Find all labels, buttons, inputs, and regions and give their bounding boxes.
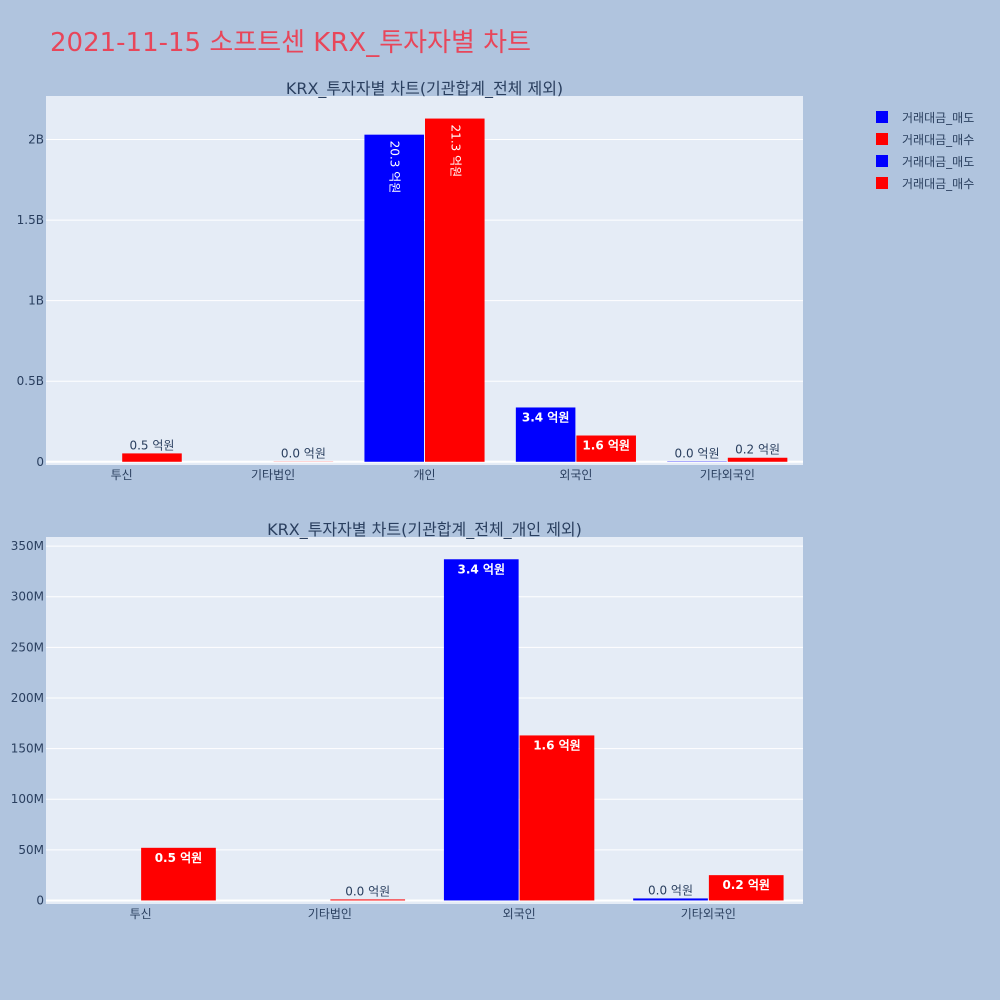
x-tick-label: 기타법인: [308, 907, 352, 921]
data-label: 3.4 억원: [458, 562, 506, 576]
x-tick-label: 외국인: [503, 907, 536, 921]
legend-swatch: [876, 133, 888, 145]
y-tick-label: 200M: [11, 691, 44, 705]
y-tick-label: 0: [36, 455, 44, 469]
legend-item[interactable]: 거래대금_매수: [876, 128, 974, 150]
bar: [727, 457, 788, 462]
legend-label: 거래대금_매수: [902, 132, 975, 147]
data-label: 1.6 억원: [582, 439, 630, 453]
y-tick-label: 100M: [11, 792, 44, 806]
x-tick-label: 기타외국인: [700, 468, 755, 482]
legend-item[interactable]: 거래대금_매도: [876, 150, 974, 172]
bar: [443, 559, 519, 901]
y-tick-label: 2B: [28, 133, 44, 147]
x-tick-label: 투신: [130, 907, 152, 921]
data-label: 0.0 억원: [345, 884, 390, 898]
x-tick-label: 기타법인: [251, 468, 295, 482]
bar: [519, 735, 595, 901]
bar: [330, 899, 406, 901]
data-label: 0.5 억원: [129, 438, 174, 452]
y-tick-label: 350M: [11, 539, 44, 553]
page-title: 2021-11-15 소프트센 KRX_투자자별 차트: [50, 28, 532, 58]
y-tick-label: 250M: [11, 640, 44, 654]
y-tick-label: 150M: [11, 742, 44, 756]
data-label: 1.6 억원: [533, 738, 581, 752]
y-tick-label: 300M: [11, 590, 44, 604]
legend-swatch: [876, 111, 888, 123]
x-tick-label: 기타외국인: [681, 907, 736, 921]
data-label: 3.4 억원: [522, 410, 570, 424]
x-tick-label: 개인: [413, 468, 435, 482]
bar: [425, 118, 485, 462]
data-label: 0.0 억원: [281, 447, 326, 461]
bar: [576, 435, 636, 462]
plot-area: [46, 96, 803, 465]
data-label: 0.5 억원: [155, 851, 203, 865]
legend: 거래대금_매도 거래대금_매수 거래대금_매도 거래대금_매수: [876, 106, 974, 194]
x-tick-label: 외국인: [559, 468, 592, 482]
legend-swatch: [876, 155, 888, 167]
y-tick-label: 1B: [28, 294, 44, 308]
y-tick-label: 0: [36, 893, 44, 907]
legend-label: 거래대금_매수: [902, 176, 975, 191]
chart-2: 0 50M 100M 150M 200M 250M 300M 350M KRX_투자자별 차트(…: [11, 520, 803, 921]
bar: [708, 875, 784, 901]
bar: [364, 134, 424, 462]
y-tick-label: 1.5B: [17, 213, 44, 227]
y-tick-label: 50M: [18, 843, 44, 857]
data-label: 0.0 억원: [648, 883, 693, 897]
bar: [122, 453, 182, 462]
x-tick-label: 투신: [111, 468, 133, 482]
data-label: 20.3 억원: [388, 141, 402, 194]
legend-label: 거래대금_매도: [902, 110, 975, 125]
data-label: 0.0 억원: [675, 446, 720, 460]
data-label: 0.2 억원: [722, 878, 770, 892]
y-tick-label: 0.5B: [17, 374, 44, 388]
chart-title: KRX_투자자별 차트(기관합계_전체_개인 제외): [267, 520, 582, 540]
legend-item[interactable]: 거래대금_매도: [876, 106, 974, 128]
bar: [633, 898, 708, 901]
legend-item[interactable]: 거래대금_매수: [876, 172, 974, 194]
data-label: 21.3 억원: [448, 125, 462, 178]
chart-1: 0 0.5B 1B 1.5B 2B KRX_투자자별 차트(기관합계_전체 제외) 투신 0.…: [17, 79, 803, 482]
legend-label: 거래대금_매도: [902, 154, 975, 169]
chart-title: KRX_투자자별 차트(기관합계_전체 제외): [286, 79, 563, 99]
bar: [141, 847, 216, 901]
bar: [515, 407, 576, 462]
legend-swatch: [876, 177, 888, 189]
data-label: 0.2 억원: [735, 443, 780, 457]
plot-area: [46, 537, 803, 904]
